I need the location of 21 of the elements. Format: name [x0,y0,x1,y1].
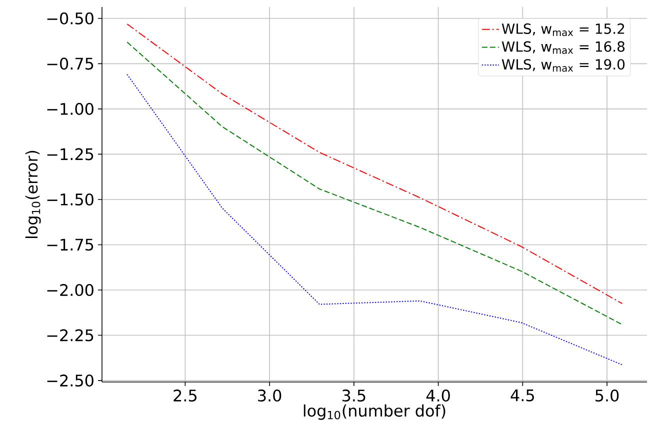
line-series [126,74,623,366]
y-axis-title: log$_{10}$(error) [25,150,41,238]
legend-label: WLS, w$_{max}$ = 16.8 [502,41,624,54]
y-tick-label: −1.50 [47,193,94,206]
y-tick-label: −1.00 [47,102,94,115]
x-tick-label: 2.5 [174,390,196,402]
y-tick-label: −1.25 [47,148,94,160]
y-tick-label: −2.50 [47,374,94,387]
x-tick-label: 4.0 [426,390,450,402]
y-tick-label: −0.50 [47,12,94,24]
y-tick-label: −2.00 [47,284,94,296]
y-tick-label: −0.75 [47,58,94,70]
y-tick-label: −2.25 [47,329,94,342]
x-tick-label: 5.0 [596,390,619,402]
y-tick-label: −1.75 [47,238,94,251]
legend-label: WLS, w$_{max}$ = 19.0 [502,59,625,72]
x-tick-label: 4.5 [510,390,534,402]
legend-label: WLS, w$_{max}$ = 15.2 [502,23,624,36]
x-tick-label: 3.5 [342,390,366,402]
x-tick-label: 3.0 [258,390,282,402]
x-axis-title: log$_{10}$(number dof) [304,404,446,420]
